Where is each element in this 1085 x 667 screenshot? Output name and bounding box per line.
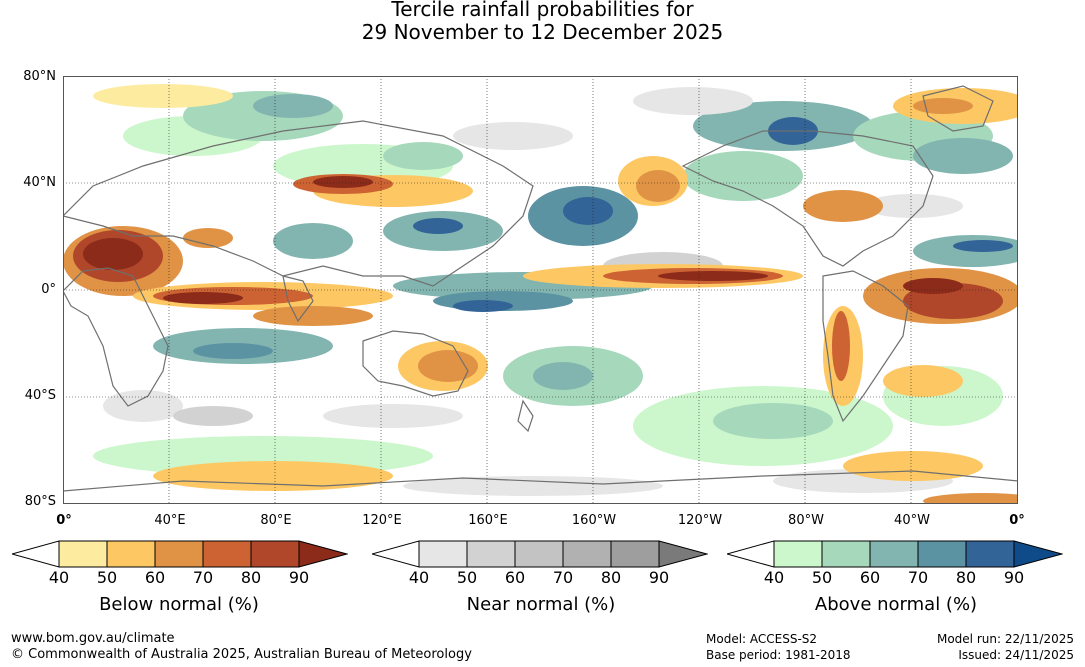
colorbar-near-seg-3 (514, 540, 564, 568)
lon-label-120e: 120°E (362, 513, 402, 528)
legend-below-normal: 40 50 60 70 80 90 Below normal (%) (12, 540, 348, 615)
lat-label-40n: 40°N (23, 175, 56, 190)
lat-label-80s: 80°S (24, 494, 56, 509)
legend-above-normal: 40 50 60 70 80 90 Above normal (%) (727, 540, 1063, 615)
map-title-line-2: 29 November to 12 December 2025 (361, 20, 724, 44)
tick-below-90: 90 (288, 568, 310, 587)
graticule (63, 76, 1018, 504)
colorbar-below-seg-1 (58, 540, 108, 568)
tick-near-50: 50 (456, 568, 478, 587)
legend-title-above-normal: Above normal (%) (814, 594, 978, 615)
colorbar-below-seg-2 (106, 540, 156, 568)
website-link[interactable]: www.bom.gov.au/climate (11, 631, 175, 646)
lon-label-80w: 80°W (788, 513, 824, 528)
coastlines (63, 85, 1018, 492)
map-border (63, 76, 1018, 504)
lon-label-80e: 80°E (260, 513, 292, 528)
colorbar-above-seg-2 (821, 540, 871, 568)
lon-label-0-east: 0° (1009, 513, 1025, 528)
colorbar-above-seg-1 (773, 540, 823, 568)
colorbar-near-seg-1 (418, 540, 468, 568)
tick-below-70: 70 (192, 568, 214, 587)
lon-label-40w: 40°W (894, 513, 930, 528)
colorbar-near-normal (372, 540, 708, 568)
tick-near-70: 70 (552, 568, 574, 587)
colorbar-near-under (372, 540, 420, 568)
colorbar-near-seg-2 (466, 540, 516, 568)
colorbar-above-seg-5 (965, 540, 1015, 568)
lon-label-160w: 160°W (571, 513, 617, 528)
colorbar-above-under (727, 540, 775, 568)
lon-label-120w: 120°W (677, 513, 723, 528)
tick-above-40: 40 (763, 568, 785, 587)
tick-below-80: 80 (240, 568, 262, 587)
lat-label-80n: 80°N (23, 69, 56, 84)
colorbar-below-under (12, 540, 60, 568)
tick-near-80: 80 (600, 568, 622, 587)
tick-above-60: 60 (859, 568, 881, 587)
model-name: Model: ACCESS-S2 (706, 632, 818, 646)
below-normal-regions (63, 84, 1018, 504)
tick-near-40: 40 (408, 568, 430, 587)
colorbar-above-seg-4 (917, 540, 967, 568)
lat-label-equator: 0° (41, 282, 56, 297)
colorbar-above-over (1013, 540, 1063, 568)
colorbar-below-seg-4 (202, 540, 252, 568)
tick-near-90: 90 (648, 568, 670, 587)
colorbar-above-normal (727, 540, 1063, 568)
legend-title-near-normal: Near normal (%) (466, 594, 616, 615)
colorbar-below-over (298, 540, 348, 568)
colorbar-near-over (658, 540, 708, 568)
lat-label-40s: 40°S (24, 388, 56, 403)
lon-label-0-west: 0° (56, 513, 72, 528)
tick-above-80: 80 (955, 568, 977, 587)
model-run-date: Model run: 22/11/2025 (936, 632, 1074, 646)
colorbar-below-seg-5 (250, 540, 300, 568)
base-period: Base period: 1981-2018 (706, 648, 851, 662)
tick-above-70: 70 (907, 568, 929, 587)
lon-label-40e: 40°E (154, 513, 186, 528)
colorbar-near-seg-5 (610, 540, 660, 568)
rainfall-probability-map (63, 76, 1018, 504)
tick-near-60: 60 (504, 568, 526, 587)
lon-label-160e: 160°E (468, 513, 508, 528)
colorbar-below-seg-3 (154, 540, 204, 568)
tick-above-50: 50 (811, 568, 833, 587)
colorbar-near-seg-4 (562, 540, 612, 568)
issued-date: Issued: 24/11/2025 (958, 648, 1074, 662)
tick-below-60: 60 (144, 568, 166, 587)
colorbar-below-normal (12, 540, 348, 568)
colorbar-above-seg-3 (869, 540, 919, 568)
above-normal-regions (93, 91, 1018, 476)
tick-below-40: 40 (48, 568, 70, 587)
tick-below-50: 50 (96, 568, 118, 587)
tick-above-90: 90 (1003, 568, 1025, 587)
map-title-line-1: Tercile rainfall probabilities for (391, 0, 694, 21)
legend-near-normal: 40 50 60 70 80 90 Near normal (%) (372, 540, 708, 615)
legend-title-below-normal: Below normal (%) (99, 594, 259, 615)
copyright-text: © Commonwealth of Australia 2025, Austra… (11, 647, 472, 662)
